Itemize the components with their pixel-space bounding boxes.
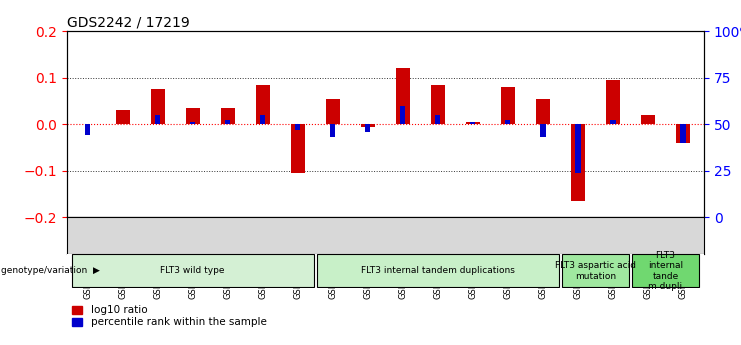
Text: FLT3 internal tandem duplications: FLT3 internal tandem duplications	[361, 266, 515, 275]
Bar	[641, 115, 655, 124]
Bar	[365, 124, 370, 132]
Bar	[290, 124, 305, 173]
Bar	[505, 120, 511, 124]
Bar	[150, 89, 165, 124]
Bar	[225, 120, 230, 124]
Bar	[326, 99, 340, 124]
Bar	[431, 85, 445, 124]
Bar	[260, 115, 265, 124]
Text: FLT3 wild type: FLT3 wild type	[161, 266, 225, 275]
Text: GDS2242 / 17219: GDS2242 / 17219	[67, 16, 190, 30]
Bar	[501, 87, 515, 124]
Legend: log10 ratio, percentile rank within the sample: log10 ratio, percentile rank within the …	[72, 305, 267, 327]
Bar	[400, 106, 405, 124]
FancyBboxPatch shape	[72, 254, 313, 287]
Bar	[606, 80, 620, 124]
Text: genotype/variation  ▶: genotype/variation ▶	[1, 266, 99, 275]
Bar	[190, 122, 196, 124]
Bar	[471, 122, 476, 124]
Bar	[361, 124, 375, 127]
Bar	[116, 110, 130, 124]
Bar	[221, 108, 235, 124]
Bar	[256, 85, 270, 124]
Bar	[155, 115, 160, 124]
Bar	[186, 108, 200, 124]
Bar	[575, 124, 580, 172]
FancyBboxPatch shape	[632, 254, 699, 287]
Bar	[611, 120, 616, 124]
Bar	[435, 115, 440, 124]
Bar	[676, 124, 690, 143]
Text: FLT3 aspartic acid
mutation: FLT3 aspartic acid mutation	[555, 261, 636, 280]
Bar	[396, 68, 410, 124]
Bar	[540, 124, 545, 137]
Bar	[680, 124, 685, 143]
Bar	[571, 124, 585, 201]
Bar	[295, 124, 300, 130]
Bar	[85, 124, 90, 135]
FancyBboxPatch shape	[317, 254, 559, 287]
FancyBboxPatch shape	[562, 254, 628, 287]
Bar	[330, 124, 336, 137]
Bar	[466, 122, 480, 124]
Bar	[536, 99, 550, 124]
Text: FLT3
internal
tande
m dupli: FLT3 internal tande m dupli	[648, 251, 683, 291]
